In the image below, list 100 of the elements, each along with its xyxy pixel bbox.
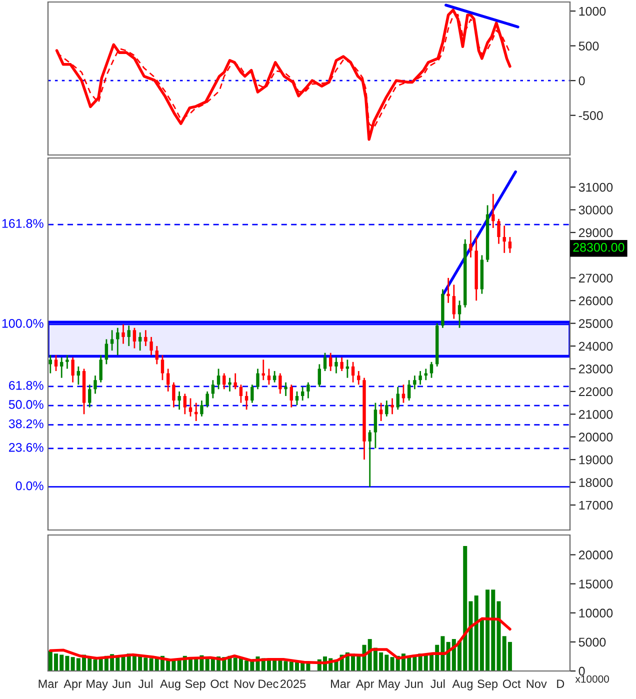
candlestick — [188, 398, 192, 418]
x-tick-label: Dec — [258, 680, 278, 688]
x-tick-label: May — [378, 680, 400, 690]
x-tick-label: Mar — [331, 680, 350, 688]
candlestick — [150, 336, 153, 356]
candlestick — [346, 358, 350, 379]
candlestick — [323, 352, 327, 372]
y-tick-label: 19000 — [579, 455, 613, 464]
x-tick-label: Nov — [234, 680, 255, 688]
candlestick — [132, 327, 136, 350]
candlestick — [222, 372, 226, 390]
candlestick — [155, 345, 158, 365]
candlestick — [216, 368, 220, 390]
x-tick-label: 2025 — [280, 680, 306, 688]
x-tick-label: Aug — [452, 680, 472, 690]
candlestick — [430, 361, 434, 379]
candlestick — [267, 368, 271, 386]
candlestick — [239, 384, 243, 404]
candlestick — [172, 382, 176, 408]
text: 61.8% — [9, 380, 44, 390]
candlestick — [357, 370, 360, 386]
candlestick — [138, 332, 142, 352]
candlestick — [290, 384, 293, 408]
candlestick — [127, 324, 130, 347]
y-tick-label: 21000 — [578, 410, 613, 419]
y-tick-label: 18000 — [579, 478, 613, 487]
x-tick-label: Mar — [38, 680, 58, 688]
text: 0.0% — [16, 481, 44, 490]
candlestick — [122, 324, 125, 344]
text: 100.0% — [2, 318, 44, 328]
candlestick — [334, 356, 338, 374]
candlestick — [497, 218, 500, 245]
x-tick-label: Sep — [478, 680, 498, 690]
y-tick-label: 27000 — [578, 274, 613, 283]
text: 23.6% — [9, 442, 44, 452]
candlestick — [104, 338, 108, 365]
y-tick-label: 26000 — [578, 296, 613, 306]
candlestick — [48, 354, 52, 374]
x-tick-label: Sep — [185, 680, 206, 690]
candlestick — [402, 384, 406, 404]
candlestick — [407, 379, 411, 402]
candlestick — [502, 224, 506, 254]
candlestick — [492, 193, 495, 229]
x-tick-label: May — [86, 680, 108, 690]
candlestick — [300, 386, 304, 402]
y-tick-label: -500 — [578, 111, 603, 120]
y-tick-label: 0 — [578, 666, 585, 676]
y-tick-label: 24000 — [578, 342, 613, 351]
candlestick — [60, 356, 64, 379]
candlestick — [110, 329, 114, 352]
y-tick-label: 25000 — [578, 319, 613, 328]
x-tick-label: Oct — [502, 680, 521, 688]
text: 28300.00 — [573, 242, 624, 252]
x-tick-label: Jun — [404, 680, 423, 688]
candlestick — [318, 364, 322, 388]
candlestick — [329, 352, 332, 372]
x-tick-label: Nov — [526, 680, 547, 688]
candlestick — [76, 366, 80, 386]
x-tick-label: D — [557, 680, 564, 688]
candlestick — [469, 230, 472, 258]
text: x10000 — [575, 675, 609, 683]
y-tick-label: 23000 — [578, 364, 613, 374]
candlestick — [385, 400, 388, 418]
candlestick — [295, 390, 299, 406]
candlestick — [390, 398, 394, 415]
y-tick-label: 20000 — [578, 550, 613, 560]
x-tick-label: Aug — [160, 680, 180, 690]
y-tick-label: 29000 — [578, 228, 613, 238]
y-tick-label: 0 — [578, 76, 585, 86]
x-tick-label: Apr — [64, 680, 82, 690]
x-tick-label: Oct — [210, 680, 228, 688]
text: 38.2% — [8, 419, 44, 428]
candlestick — [160, 354, 164, 381]
candlestick — [284, 382, 288, 397]
y-tick-label: 1000 — [579, 6, 606, 16]
x-tick-label: Jul — [138, 679, 152, 688]
candlestick — [340, 356, 344, 372]
candlestick — [418, 370, 422, 386]
candlestick — [244, 390, 248, 410]
candlestick — [250, 384, 254, 404]
candlestick — [452, 284, 456, 320]
candlestick — [374, 402, 378, 449]
candlestick — [278, 372, 282, 394]
candlestick — [508, 236, 512, 254]
candlestick — [256, 368, 260, 390]
y-tick-label: 17000 — [579, 500, 613, 510]
candlestick — [446, 277, 450, 304]
y-tick-label: 10000 — [579, 608, 613, 618]
x-tick-label: Apr — [356, 680, 374, 690]
candlestick — [54, 354, 58, 372]
y-tick-label: 30000 — [578, 206, 613, 214]
candlestick — [413, 374, 416, 390]
y-tick-label: 31000 — [578, 182, 613, 192]
candlestick — [166, 368, 170, 392]
y-tick-label: 20000 — [578, 432, 613, 442]
candlestick — [178, 390, 181, 410]
candlestick — [306, 382, 310, 399]
x-tick-label: Jul — [430, 679, 445, 688]
candlestick — [272, 370, 276, 384]
candlestick — [206, 390, 209, 408]
